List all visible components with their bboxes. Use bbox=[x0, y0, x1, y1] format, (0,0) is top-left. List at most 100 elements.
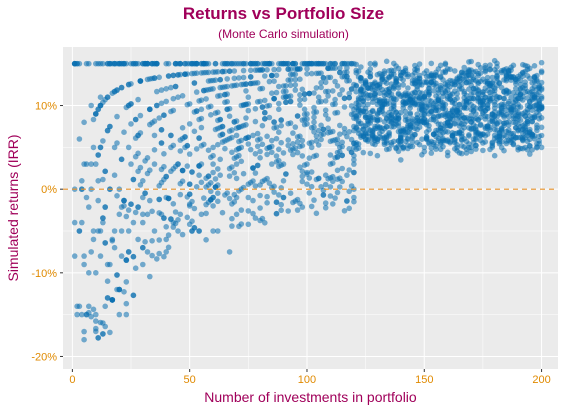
data-point bbox=[81, 328, 87, 335]
data-point bbox=[266, 102, 273, 109]
data-point bbox=[114, 87, 120, 93]
data-point bbox=[290, 130, 296, 136]
data-point bbox=[360, 149, 367, 156]
data-point bbox=[172, 83, 179, 90]
data-point bbox=[344, 133, 350, 140]
data-point bbox=[484, 131, 491, 137]
data-point bbox=[156, 74, 162, 81]
data-point bbox=[193, 60, 200, 67]
data-points bbox=[71, 57, 545, 343]
data-point bbox=[527, 151, 533, 157]
data-point bbox=[505, 113, 512, 120]
data-point bbox=[287, 98, 294, 105]
data-point bbox=[325, 93, 331, 99]
data-point bbox=[283, 88, 289, 95]
data-point bbox=[391, 67, 397, 74]
data-point bbox=[517, 117, 524, 123]
data-point bbox=[367, 60, 374, 67]
data-point bbox=[339, 87, 346, 93]
data-point bbox=[330, 173, 336, 180]
data-point bbox=[205, 173, 212, 179]
data-point bbox=[376, 117, 383, 123]
data-point bbox=[257, 136, 263, 142]
data-point bbox=[93, 311, 99, 318]
data-point bbox=[308, 70, 315, 77]
data-point bbox=[128, 101, 134, 107]
data-point bbox=[346, 205, 353, 212]
data-point bbox=[304, 161, 310, 167]
data-point bbox=[322, 79, 329, 86]
data-point bbox=[81, 336, 87, 343]
data-point bbox=[102, 303, 108, 310]
data-point bbox=[351, 152, 357, 159]
data-point bbox=[149, 208, 155, 215]
data-point bbox=[428, 150, 435, 156]
data-point bbox=[421, 95, 428, 101]
data-point bbox=[292, 60, 299, 67]
data-point bbox=[154, 102, 160, 109]
data-point bbox=[121, 129, 127, 135]
data-point bbox=[144, 211, 151, 218]
data-point bbox=[330, 128, 336, 135]
data-point bbox=[470, 89, 477, 96]
data-point bbox=[271, 183, 277, 190]
data-point bbox=[416, 61, 423, 67]
data-point bbox=[233, 82, 240, 88]
data-point bbox=[179, 231, 186, 238]
data-point bbox=[477, 122, 484, 129]
data-point bbox=[132, 116, 139, 123]
data-point bbox=[505, 88, 512, 95]
data-point bbox=[193, 70, 200, 76]
data-point bbox=[273, 124, 280, 130]
data-point bbox=[215, 69, 221, 75]
data-point bbox=[125, 249, 132, 255]
data-point bbox=[238, 137, 245, 144]
data-point bbox=[306, 175, 313, 181]
data-point bbox=[311, 129, 317, 135]
y-axis-ticks: -20% -10% 0% 10% bbox=[31, 101, 63, 363]
data-point bbox=[355, 145, 362, 151]
data-point bbox=[393, 96, 399, 103]
data-point bbox=[334, 167, 341, 174]
data-point bbox=[245, 134, 252, 141]
data-point bbox=[254, 80, 261, 86]
data-point bbox=[175, 228, 181, 234]
data-point bbox=[111, 144, 118, 151]
data-point bbox=[482, 139, 489, 145]
data-point bbox=[104, 295, 111, 301]
data-point bbox=[177, 211, 184, 218]
data-point bbox=[90, 306, 97, 313]
data-point bbox=[487, 67, 493, 73]
data-point bbox=[383, 80, 390, 86]
data-point bbox=[184, 71, 191, 77]
data-point bbox=[278, 122, 285, 129]
data-point bbox=[313, 210, 320, 217]
x-tick-label: 50 bbox=[184, 374, 196, 386]
data-point bbox=[151, 75, 158, 81]
data-point bbox=[128, 161, 134, 167]
data-point bbox=[74, 311, 80, 318]
data-point bbox=[287, 93, 294, 99]
data-point bbox=[313, 152, 320, 159]
data-point bbox=[304, 169, 310, 176]
data-point bbox=[245, 101, 252, 107]
data-point bbox=[93, 270, 99, 276]
data-point bbox=[437, 62, 444, 69]
data-point bbox=[273, 72, 280, 79]
data-point bbox=[125, 144, 132, 151]
data-point bbox=[201, 195, 207, 201]
data-point bbox=[358, 64, 364, 70]
data-point bbox=[151, 147, 158, 153]
data-point bbox=[161, 112, 167, 118]
data-point bbox=[193, 184, 200, 190]
data-point bbox=[508, 94, 514, 101]
data-point bbox=[374, 152, 381, 159]
data-point bbox=[109, 297, 116, 303]
data-point bbox=[501, 95, 507, 102]
data-point bbox=[186, 203, 193, 209]
data-point bbox=[114, 113, 120, 120]
data-point bbox=[355, 68, 362, 75]
data-point bbox=[95, 228, 101, 234]
data-point bbox=[531, 114, 538, 121]
data-point bbox=[130, 292, 137, 299]
